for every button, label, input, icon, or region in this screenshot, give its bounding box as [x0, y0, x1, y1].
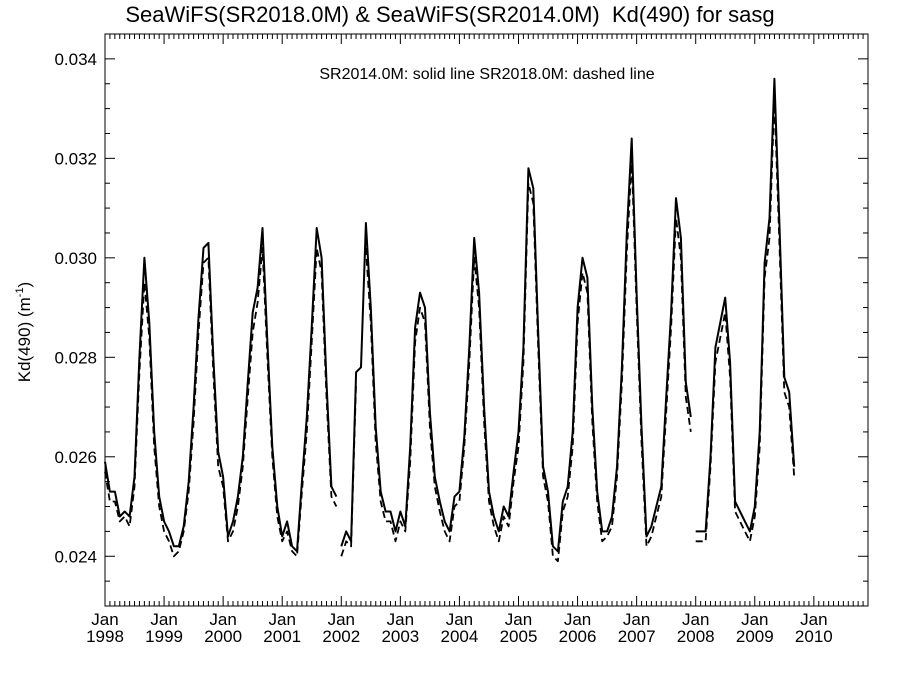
plot-frame [104, 33, 869, 607]
x-tick-label-month: Jan [741, 610, 768, 629]
y-axis-title-main: Kd(490) (m [15, 297, 34, 382]
series-line-sr2018-0m [695, 97, 796, 543]
x-tick-label-month: Jan [269, 610, 296, 629]
y-axis-title-superscript: -1 [14, 287, 26, 297]
tick-labels: 0.0240.0260.0280.0300.0320.034Jan1998Jan… [54, 50, 832, 646]
x-tick-label-year: 2000 [204, 627, 242, 646]
x-tick-label-year: 2010 [795, 627, 833, 646]
x-tick-label-month: Jan [623, 610, 650, 629]
chart-title: SeaWiFS(SR2018.0M) & SeaWiFS(SR2014.0M) … [125, 2, 775, 27]
series-line-sr2018-0m [104, 247, 338, 558]
series-line-sr2014-0m [340, 137, 692, 553]
x-tick-label-year: 1999 [145, 627, 183, 646]
x-tick-label-year: 1998 [86, 627, 124, 646]
y-tick-label: 0.034 [54, 50, 97, 69]
y-tick-label: 0.030 [54, 249, 97, 268]
x-tick-label-month: Jan [446, 610, 473, 629]
axes [104, 33, 869, 607]
x-tick-label-year: 2004 [441, 627, 479, 646]
x-tick-label-year: 2007 [618, 627, 656, 646]
x-tick-label-year: 2009 [736, 627, 774, 646]
legend-annotation: SR2014.0M: solid line SR2018.0M: dashed … [319, 66, 654, 83]
x-tick-label-month: Jan [505, 610, 532, 629]
y-tick-label: 0.024 [54, 547, 97, 566]
x-tick-label-year: 2003 [381, 627, 419, 646]
y-tick-label: 0.028 [54, 348, 97, 367]
x-tick-label-year: 2001 [263, 627, 301, 646]
x-tick-label-month: Jan [387, 610, 414, 629]
x-tick-label-year: 2008 [677, 627, 715, 646]
y-axis-title: Kd(490) (m-1) [14, 282, 34, 382]
x-tick-label-month: Jan [564, 610, 591, 629]
series-line-sr2018-0m [365, 157, 692, 563]
x-tick-label-year: 2005 [500, 627, 538, 646]
x-tick-label-month: Jan [800, 610, 827, 629]
x-tick-label-month: Jan [91, 610, 118, 629]
y-axis-title-close: ) [15, 282, 34, 288]
series-line-sr2014-0m [695, 77, 796, 533]
x-tick-label-month: Jan [328, 610, 355, 629]
x-tick-label-month: Jan [209, 610, 236, 629]
y-tick-label: 0.026 [54, 448, 97, 467]
y-tick-label: 0.032 [54, 149, 97, 168]
x-tick-label-month: Jan [682, 610, 709, 629]
x-tick-label-year: 2006 [559, 627, 597, 646]
x-tick-label-month: Jan [150, 610, 177, 629]
series-line-sr2018-0m [340, 382, 357, 557]
series-group [104, 77, 796, 563]
x-tick-label-year: 2002 [322, 627, 360, 646]
